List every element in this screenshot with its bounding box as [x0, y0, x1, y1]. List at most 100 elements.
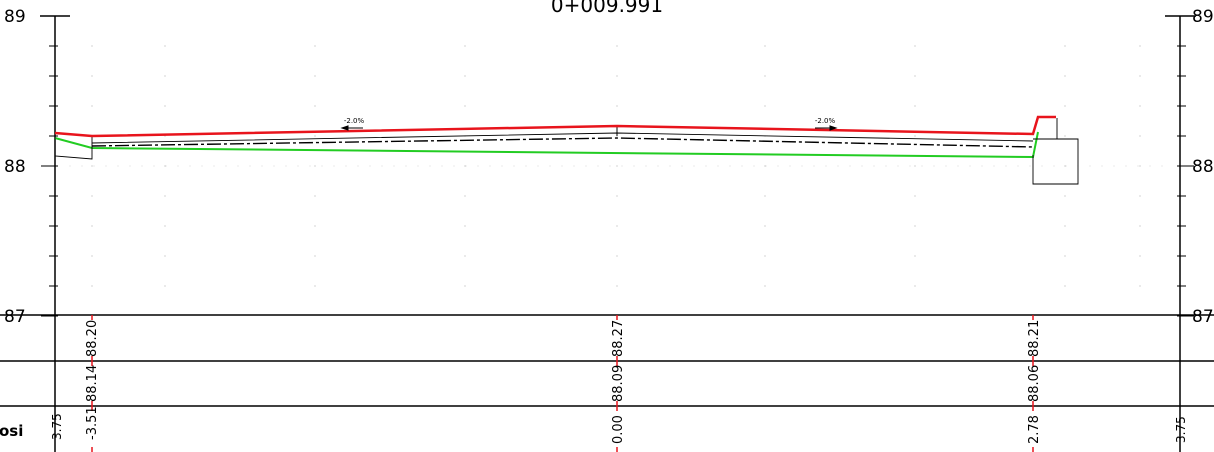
edge-offset-left: 3.75 — [50, 413, 64, 440]
grid-dot — [801, 165, 803, 167]
grid-dot — [314, 165, 316, 167]
grid-dot — [1029, 165, 1031, 167]
grid-dot — [616, 285, 618, 287]
grid-dot — [405, 165, 407, 167]
grid-dot — [1139, 75, 1141, 77]
grid-dot — [357, 165, 359, 167]
grid-dot — [1139, 195, 1141, 197]
grid-dot — [91, 165, 93, 167]
grid-dot — [621, 165, 623, 167]
grid-dot — [914, 165, 916, 167]
grid-dot — [914, 135, 916, 137]
grid-dot — [314, 285, 316, 287]
grid-dot — [164, 105, 166, 107]
grid-dot — [249, 165, 251, 167]
grid-dot — [464, 255, 466, 257]
grid-dot — [441, 165, 443, 167]
grid-dot — [189, 165, 191, 167]
grid-dot — [1161, 165, 1163, 167]
grid-dot — [91, 45, 93, 47]
grid-dot — [501, 165, 503, 167]
grid-dot — [764, 255, 766, 257]
design-surface-line — [54, 115, 1056, 138]
grid-dot — [273, 165, 275, 167]
grid-dot — [464, 225, 466, 227]
grid-dot — [909, 165, 911, 167]
grid-dot — [314, 195, 316, 197]
left-offset: -3.51 — [85, 406, 100, 440]
grid-dot — [314, 255, 316, 257]
grid-dot — [489, 165, 491, 167]
grid-dot — [933, 165, 935, 167]
grid-dot — [921, 165, 923, 167]
grid-dot — [633, 165, 635, 167]
grid-dot — [393, 165, 395, 167]
elevation-label-89-right: 89 — [1192, 7, 1214, 27]
grid-dot — [609, 165, 611, 167]
grid-dot — [765, 165, 767, 167]
grid-dot — [81, 165, 83, 167]
grid-dot — [849, 165, 851, 167]
grid-dot — [1053, 165, 1055, 167]
grid-dot — [813, 165, 815, 167]
grid-dot — [764, 45, 766, 47]
grid-dot — [717, 165, 719, 167]
grid-dot — [1065, 165, 1067, 167]
grid-dot — [164, 45, 166, 47]
grid-dot — [314, 225, 316, 227]
grid-dot — [105, 165, 107, 167]
grid-dot — [477, 165, 479, 167]
grid-dot — [1005, 165, 1007, 167]
grid-dot — [381, 165, 383, 167]
grid-dot — [1139, 285, 1141, 287]
grid-dot — [537, 165, 539, 167]
grid-dot — [616, 75, 618, 77]
slope-label-right: -2.0% — [815, 117, 836, 125]
grid-dot — [657, 165, 659, 167]
existing-ground — [54, 118, 1079, 185]
grid-dot — [333, 165, 335, 167]
grid-dot — [321, 165, 323, 167]
grid-dot — [597, 165, 599, 167]
grid-dot — [453, 165, 455, 167]
elevation-label-87-right: 87 — [1192, 307, 1214, 327]
grid-dot — [1139, 255, 1141, 257]
grid-dot — [741, 165, 743, 167]
grid-dot — [705, 165, 707, 167]
grid-dot — [164, 225, 166, 227]
grid-dot — [1064, 195, 1066, 197]
grid-dot — [1139, 165, 1141, 167]
grid-dot — [165, 165, 167, 167]
grid-dot — [645, 165, 647, 167]
grid-dot — [764, 75, 766, 77]
grid-dot — [309, 165, 311, 167]
left-ground-elev: 88.14 — [85, 365, 100, 402]
grid-dot — [957, 165, 959, 167]
grid-dot — [945, 165, 947, 167]
grid-dot — [1139, 45, 1141, 47]
grid-dot — [549, 165, 551, 167]
grid-dot — [213, 165, 215, 167]
grid-dot — [764, 195, 766, 197]
grid-dot — [164, 75, 166, 77]
elevation-label-88-right: 88 — [1192, 157, 1214, 177]
grid-dot — [573, 165, 575, 167]
grid-dot — [1064, 135, 1066, 137]
grid-dot — [764, 285, 766, 287]
band-row-label: osi — [0, 422, 23, 440]
grid-dot — [1017, 165, 1019, 167]
grid-dot — [1101, 165, 1103, 167]
grid-dot — [669, 165, 671, 167]
grid-dot — [897, 165, 899, 167]
grid-dot — [561, 165, 563, 167]
grid-dot — [164, 165, 166, 167]
grid-dot — [141, 165, 143, 167]
grid-dot — [969, 165, 971, 167]
grid-dot — [513, 165, 515, 167]
grid-dot — [69, 165, 71, 167]
grid-dot — [914, 45, 916, 47]
grid-dot — [753, 165, 755, 167]
grid-dot — [1137, 165, 1139, 167]
grid-dot — [914, 255, 916, 257]
